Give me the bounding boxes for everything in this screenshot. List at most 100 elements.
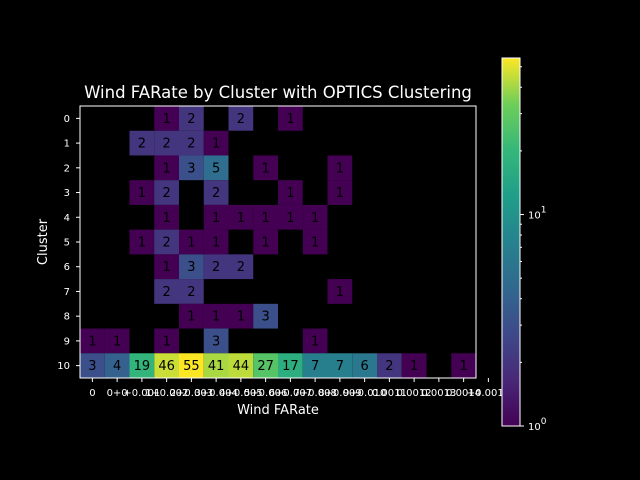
- cell-value-label: 2: [237, 260, 245, 275]
- colorbar: 100 101: [501, 57, 547, 433]
- heatmap-cell: [401, 353, 427, 378]
- heatmap-cell: [80, 328, 105, 354]
- x-axis-ticks: 0 0+0+0.0011+0.0022+0.0033+0.0044+0.0055+…: [89, 378, 510, 399]
- cell-value-label: 2: [187, 112, 195, 127]
- y-tick-label: 8: [64, 312, 70, 323]
- heatmap-cell: [203, 353, 229, 378]
- heatmap-cell: [302, 328, 328, 354]
- heatmap-cell: [154, 180, 179, 205]
- cell-value-label: 1: [286, 186, 294, 201]
- heatmap-cell: [129, 180, 155, 205]
- heatmap-cell: [179, 130, 204, 156]
- y-tick-label: 7: [64, 287, 70, 298]
- heatmap-cell: [203, 328, 229, 354]
- y-tick-label: 6: [64, 262, 70, 273]
- y-tick-label: 10: [57, 361, 70, 372]
- colorbar-tick-label: 100: [528, 417, 547, 433]
- heatmap-cell: [253, 155, 278, 181]
- x-tick-label: 0.0011: [372, 388, 407, 399]
- heatmap-cell: [203, 303, 229, 329]
- cell-value-label: 7: [336, 359, 344, 374]
- x-tick-label: 1+0.002: [145, 388, 188, 399]
- heatmap-cell: [228, 353, 254, 378]
- heatmap-cell: [154, 130, 179, 156]
- heatmap-cell: [203, 155, 229, 181]
- cell-value-label: 2: [212, 260, 220, 275]
- cell-value-label: 2: [162, 236, 170, 251]
- cell-value-label: 3: [261, 310, 269, 325]
- cell-value-label: 41: [208, 359, 225, 374]
- x-tick-label: 5+0.006: [244, 388, 287, 399]
- x-tick-label: 0+0: [107, 388, 128, 399]
- heatmap-cell: [154, 328, 179, 354]
- y-tick-label: 5: [64, 238, 70, 249]
- y-tick-label: 2: [64, 163, 70, 174]
- cell-value-label: 2: [187, 137, 195, 152]
- heatmap-cell: [129, 130, 155, 156]
- cell-value-label: 1: [311, 236, 319, 251]
- heatmap-cell: [253, 204, 278, 230]
- heatmap-cell: [179, 106, 204, 131]
- x-tick-label: +0.0015: [467, 388, 510, 399]
- cell-value-label: 1: [212, 236, 220, 251]
- heatmap-cell: [179, 303, 204, 329]
- heatmap-cell: [253, 229, 278, 255]
- heatmap-cell: [203, 204, 229, 230]
- heatmap-cell: [327, 180, 353, 205]
- heatmap-cell: [278, 106, 303, 131]
- chart-title: Wind FARate by Cluster with OPTICS Clust…: [84, 83, 472, 102]
- cell-value-label: 1: [336, 161, 344, 176]
- cell-value-label: 1: [311, 334, 319, 349]
- heatmap-cell: [154, 279, 179, 304]
- cell-value-label: 1: [286, 211, 294, 226]
- heatmap-cell: [154, 229, 179, 255]
- heatmap-cell: [179, 254, 204, 280]
- heatmap-cell: [129, 229, 155, 255]
- x-tick-label: 7+0.008: [293, 388, 336, 399]
- cell-value-label: 1: [162, 112, 170, 127]
- cell-value-label: 1: [336, 285, 344, 300]
- cell-value-label: 1: [113, 334, 121, 349]
- heatmap-cell: [327, 155, 353, 181]
- cell-value-label: 1: [212, 137, 220, 152]
- cell-value-label: 1: [162, 211, 170, 226]
- y-tick-label: 4: [64, 213, 70, 224]
- heatmap-cell: [302, 353, 328, 378]
- cell-value-label: 1: [261, 161, 269, 176]
- cell-value-label: 2: [162, 285, 170, 300]
- cell-value-label: 1: [162, 161, 170, 176]
- cell-value-label: 1: [336, 186, 344, 201]
- cell-value-label: 2: [187, 285, 195, 300]
- heatmap-cell: [104, 328, 130, 354]
- heatmap-cell: [253, 303, 278, 329]
- heatmap-cell: [179, 279, 204, 304]
- x-axis-label: Wind FARate: [237, 403, 319, 418]
- cell-value-label: 2: [237, 112, 245, 127]
- cell-value-label: 3: [187, 161, 195, 176]
- cell-value-label: 5: [212, 161, 220, 176]
- y-tick-label: 1: [64, 139, 70, 150]
- cell-value-label: 3: [88, 359, 96, 374]
- cell-value-label: 3: [187, 260, 195, 275]
- heatmap-cell: [228, 303, 254, 329]
- cell-value-label: 2: [212, 186, 220, 201]
- cell-value-label: 7: [311, 359, 319, 374]
- heatmap-cell: [80, 353, 105, 378]
- cell-value-label: 1: [311, 211, 319, 226]
- heatmap-cell: [203, 229, 229, 255]
- cell-value-label: 1: [187, 310, 195, 325]
- colorbar-ticks: 100 101: [520, 66, 547, 433]
- cell-value-label: 4: [113, 359, 121, 374]
- heatmap-cell: [104, 353, 130, 378]
- cell-value-label: 1: [212, 211, 220, 226]
- cell-value-label: 1: [162, 334, 170, 349]
- cell-value-label: 1: [237, 211, 245, 226]
- cell-value-label: 1: [261, 236, 269, 251]
- heatmap-cell: [203, 254, 229, 280]
- heatmap-cell: [154, 106, 179, 131]
- heatmap-cell: [179, 229, 204, 255]
- cell-value-label: 1: [261, 211, 269, 226]
- x-tick-label: 0.0014: [446, 388, 481, 399]
- x-tick-label: 3+0.004: [194, 388, 237, 399]
- heatmap-cell: [203, 180, 229, 205]
